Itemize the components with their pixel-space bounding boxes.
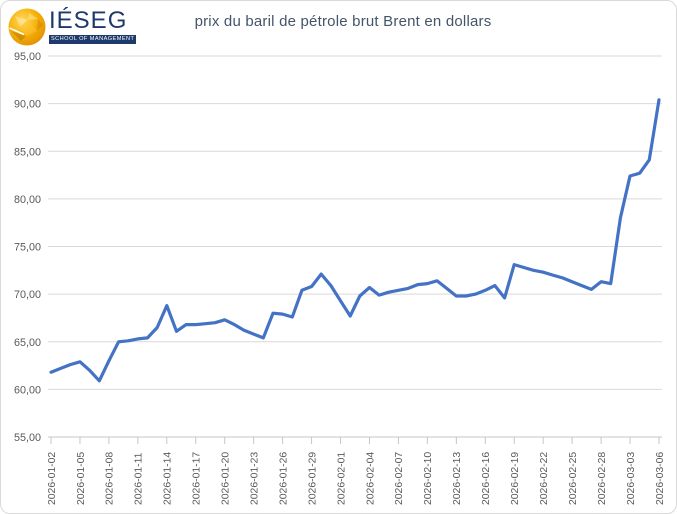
x-axis-tick-label: 2026-02-01 [336, 452, 347, 505]
x-axis-tick-label: 2026-02-16 [481, 452, 492, 505]
ieseg-logo: IÉSEG SCHOOL OF MANAGEMENT [7, 5, 137, 47]
x-axis-tick-label: 2026-02-25 [568, 452, 579, 505]
y-axis-tick-label: 95,00 [14, 51, 41, 63]
ieseg-globe-icon [8, 8, 46, 46]
x-axis-tick-label: 2026-02-04 [365, 452, 376, 505]
x-axis-tick-label: 2026-02-10 [423, 452, 434, 505]
logo-subtitle: SCHOOL OF MANAGEMENT [49, 35, 137, 44]
y-axis-tick-label: 75,00 [14, 242, 41, 254]
x-axis-tick-label: 2026-01-11 [134, 452, 145, 505]
y-axis-tick-label: 85,00 [14, 146, 41, 158]
x-axis-tick-label: 2026-01-08 [105, 452, 116, 505]
logo-brand: IÉSEG [49, 7, 128, 34]
x-axis-tick-label: 2026-01-23 [249, 452, 260, 505]
y-axis-tick-label: 55,00 [14, 432, 41, 444]
y-axis-tick-label: 90,00 [14, 99, 41, 111]
x-axis-tick-label: 2026-01-05 [76, 452, 87, 505]
x-axis-tick-label: 2026-02-13 [452, 452, 463, 505]
y-axis-tick-label: 80,00 [14, 194, 41, 206]
x-axis-tick-label: 2026-01-29 [307, 452, 318, 505]
x-axis-tick-label: 2026-01-14 [163, 452, 174, 505]
x-axis-tick-label: 2026-02-28 [597, 452, 608, 505]
y-axis-tick-label: 65,00 [14, 337, 41, 349]
x-axis-tick-label: 2026-02-19 [510, 452, 521, 505]
x-axis-tick-label: 2026-02-07 [394, 452, 405, 505]
x-axis-tick-label: 2026-03-03 [626, 452, 637, 505]
x-axis-tick-label: 2026-01-02 [47, 452, 58, 505]
x-axis-tick-label: 2026-01-20 [221, 452, 232, 505]
x-axis-tick-label: 2026-02-22 [539, 452, 550, 505]
x-axis-tick-label: 2026-03-06 [655, 452, 666, 505]
x-axis-tick-label: 2026-01-26 [278, 452, 289, 505]
chart-title: prix du baril de pétrole brut Brent en d… [194, 13, 492, 30]
logo-text: IÉSEG SCHOOL OF MANAGEMENT [49, 5, 137, 44]
x-axis-tick-label: 2026-01-17 [192, 452, 203, 505]
y-axis-tick-label: 60,00 [14, 384, 41, 396]
y-axis-tick-label: 70,00 [14, 289, 41, 301]
price-line-series [49, 98, 661, 383]
